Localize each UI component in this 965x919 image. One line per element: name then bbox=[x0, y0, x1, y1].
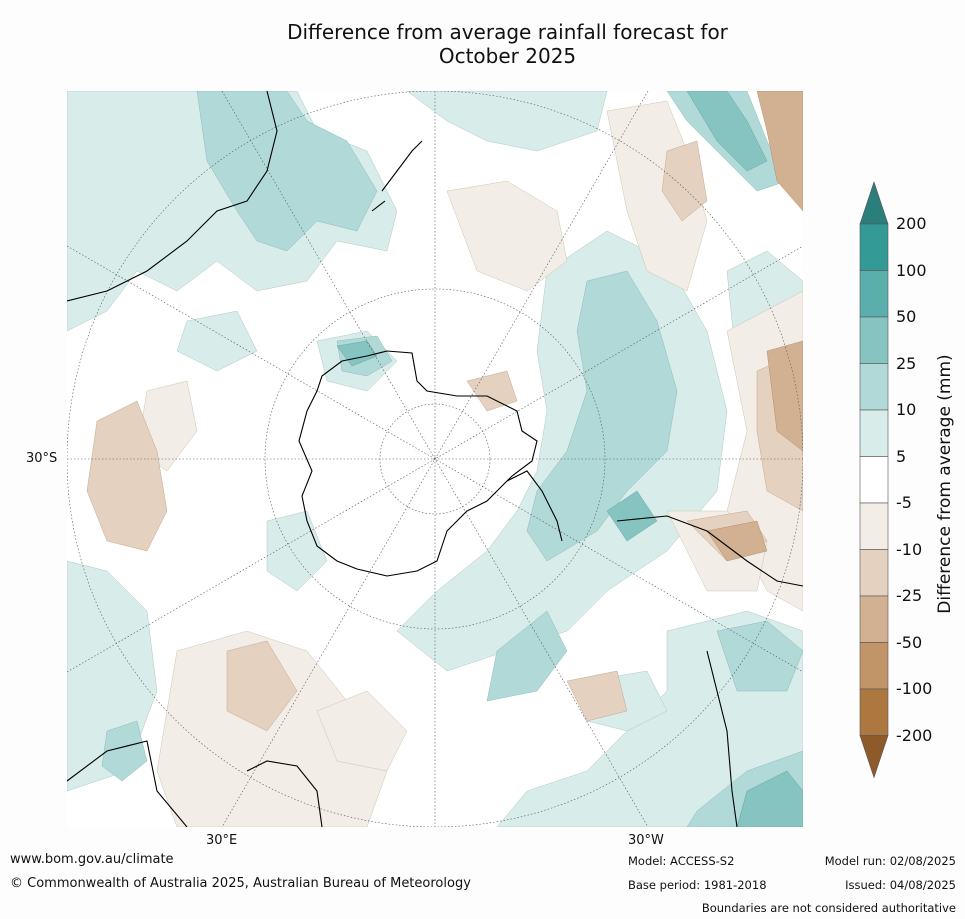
model-text: Model: ACCESS-S2 bbox=[628, 854, 735, 868]
colorbar-tick-label: 50 bbox=[896, 307, 917, 326]
colorbar-swatch bbox=[859, 456, 889, 504]
colorbar-tick-label: -200 bbox=[896, 725, 933, 745]
antarctic-peninsula-coastline bbox=[506, 470, 563, 542]
colorbar-tick-label: 10 bbox=[896, 400, 917, 419]
colorbar-tick-label: 200 bbox=[896, 214, 927, 233]
disclaimer-text: Boundaries are not considered authoritat… bbox=[701, 901, 956, 915]
colorbar-swatch bbox=[859, 688, 889, 736]
colorbar-bottom-arrow bbox=[859, 735, 889, 779]
colorbar-title: Difference from average (mm) bbox=[935, 354, 955, 614]
title-line-2: October 2025 bbox=[438, 44, 577, 68]
anomaly-neg25-50-regions bbox=[706, 91, 803, 562]
colorbar-swatch bbox=[859, 316, 889, 364]
colorbar bbox=[855, 180, 965, 790]
title-line-1: Difference from average rainfall forecas… bbox=[287, 20, 728, 44]
colorbar-swatch bbox=[859, 642, 889, 690]
map-canvas bbox=[67, 91, 803, 827]
rainfall-anomaly-map bbox=[67, 91, 803, 827]
antarctica-coastline bbox=[298, 350, 538, 577]
website-text: www.bom.gov.au/climate bbox=[10, 852, 174, 867]
colorbar-swatch bbox=[859, 270, 889, 318]
colorbar-swatch bbox=[859, 595, 889, 643]
graticule bbox=[67, 91, 803, 827]
anomaly-25-50-regions bbox=[336, 91, 803, 827]
model-run-text: Model run: 02/08/2025 bbox=[824, 854, 956, 868]
colorbar-tick-label: 5 bbox=[896, 446, 907, 466]
south-america-west-coastline bbox=[706, 650, 738, 827]
lat-label-30s: 30°S bbox=[26, 451, 58, 466]
colorbar-tick-label: -50 bbox=[896, 632, 923, 652]
colorbar-tick-label: 25 bbox=[896, 353, 917, 373]
colorbar-swatch bbox=[859, 223, 889, 271]
colorbar-swatch bbox=[859, 363, 889, 411]
copyright-text: © Commonwealth of Australia 2025, Austra… bbox=[10, 876, 471, 891]
south-america-coastline bbox=[616, 515, 803, 587]
base-period-text: Base period: 1981-2018 bbox=[628, 878, 767, 892]
colorbar-tick-label: 100 bbox=[896, 260, 927, 280]
madagascar-coastline bbox=[246, 760, 323, 827]
lon-label-30w: 30°W bbox=[628, 833, 664, 848]
coastlines bbox=[67, 91, 803, 827]
colorbar-swatch bbox=[859, 409, 889, 457]
map-title: Difference from average rainfall forecas… bbox=[210, 20, 805, 68]
colorbar-swatch bbox=[859, 502, 889, 550]
colorbar-tick-label: -25 bbox=[896, 586, 923, 605]
colorbar-tick-label: -100 bbox=[896, 679, 933, 698]
new-zealand-coastline bbox=[371, 140, 423, 212]
australia-coastline bbox=[67, 91, 278, 302]
colorbar-tick-label: -5 bbox=[896, 493, 912, 512]
issued-text: Issued: 04/08/2025 bbox=[845, 878, 956, 892]
colorbar-top-arrow bbox=[859, 181, 889, 225]
colorbar-swatches bbox=[859, 181, 889, 779]
colorbar-swatch bbox=[859, 549, 889, 597]
colorbar-tick-label: -10 bbox=[896, 539, 923, 559]
africa-coastline bbox=[67, 740, 188, 827]
lon-label-30e: 30°E bbox=[206, 833, 238, 848]
